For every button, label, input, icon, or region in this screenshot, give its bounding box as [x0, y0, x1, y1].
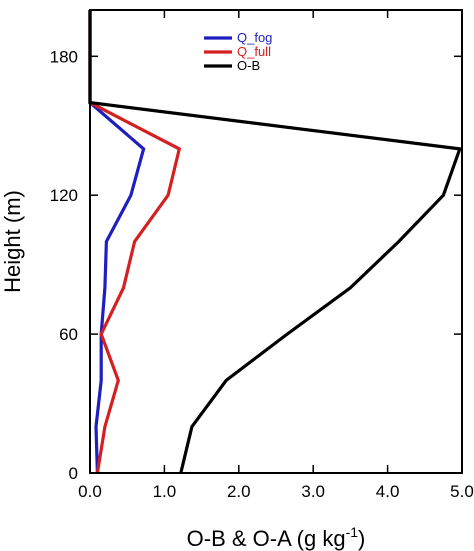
series-line-q-full — [88, 10, 182, 474]
x-tick-label: 3.0 — [301, 482, 325, 501]
y-tick-label: 60 — [59, 325, 78, 344]
x-axis-title-main: O-B & O-A (g kg — [187, 526, 346, 551]
y-tick-label: 0 — [69, 464, 78, 483]
series-line-o-b — [88, 10, 462, 474]
legend-label-o-b: O-B — [237, 58, 260, 73]
y-axis-title: Height (m) — [0, 190, 25, 293]
x-axis-title-superscript: -1 — [346, 524, 359, 540]
x-tick-label: 5.0 — [450, 482, 474, 501]
x-tick-label: 4.0 — [376, 482, 400, 501]
ticks — [89, 10, 463, 474]
y-tick-label: 120 — [50, 186, 78, 205]
plot-frame — [89, 9, 463, 474]
y-tick-label: 180 — [50, 47, 78, 66]
x-axis-title: O-B & O-A (g kg-1) — [187, 524, 366, 551]
x-axis-title-end: ) — [358, 526, 365, 551]
x-tick-label: 2.0 — [227, 482, 251, 501]
series-line-q-fog — [88, 10, 146, 474]
legend-label-q-full: Q_full — [237, 44, 271, 59]
plot-lines — [88, 10, 462, 474]
x-tick-label: 0.0 — [78, 482, 102, 501]
legend-label-q-fog: Q_fog — [237, 30, 272, 45]
x-tick-label: 1.0 — [153, 482, 177, 501]
tick-labels: 0.0 1.0 2.0 3.0 4.0 5.0 0 60 120 180 — [50, 47, 474, 501]
